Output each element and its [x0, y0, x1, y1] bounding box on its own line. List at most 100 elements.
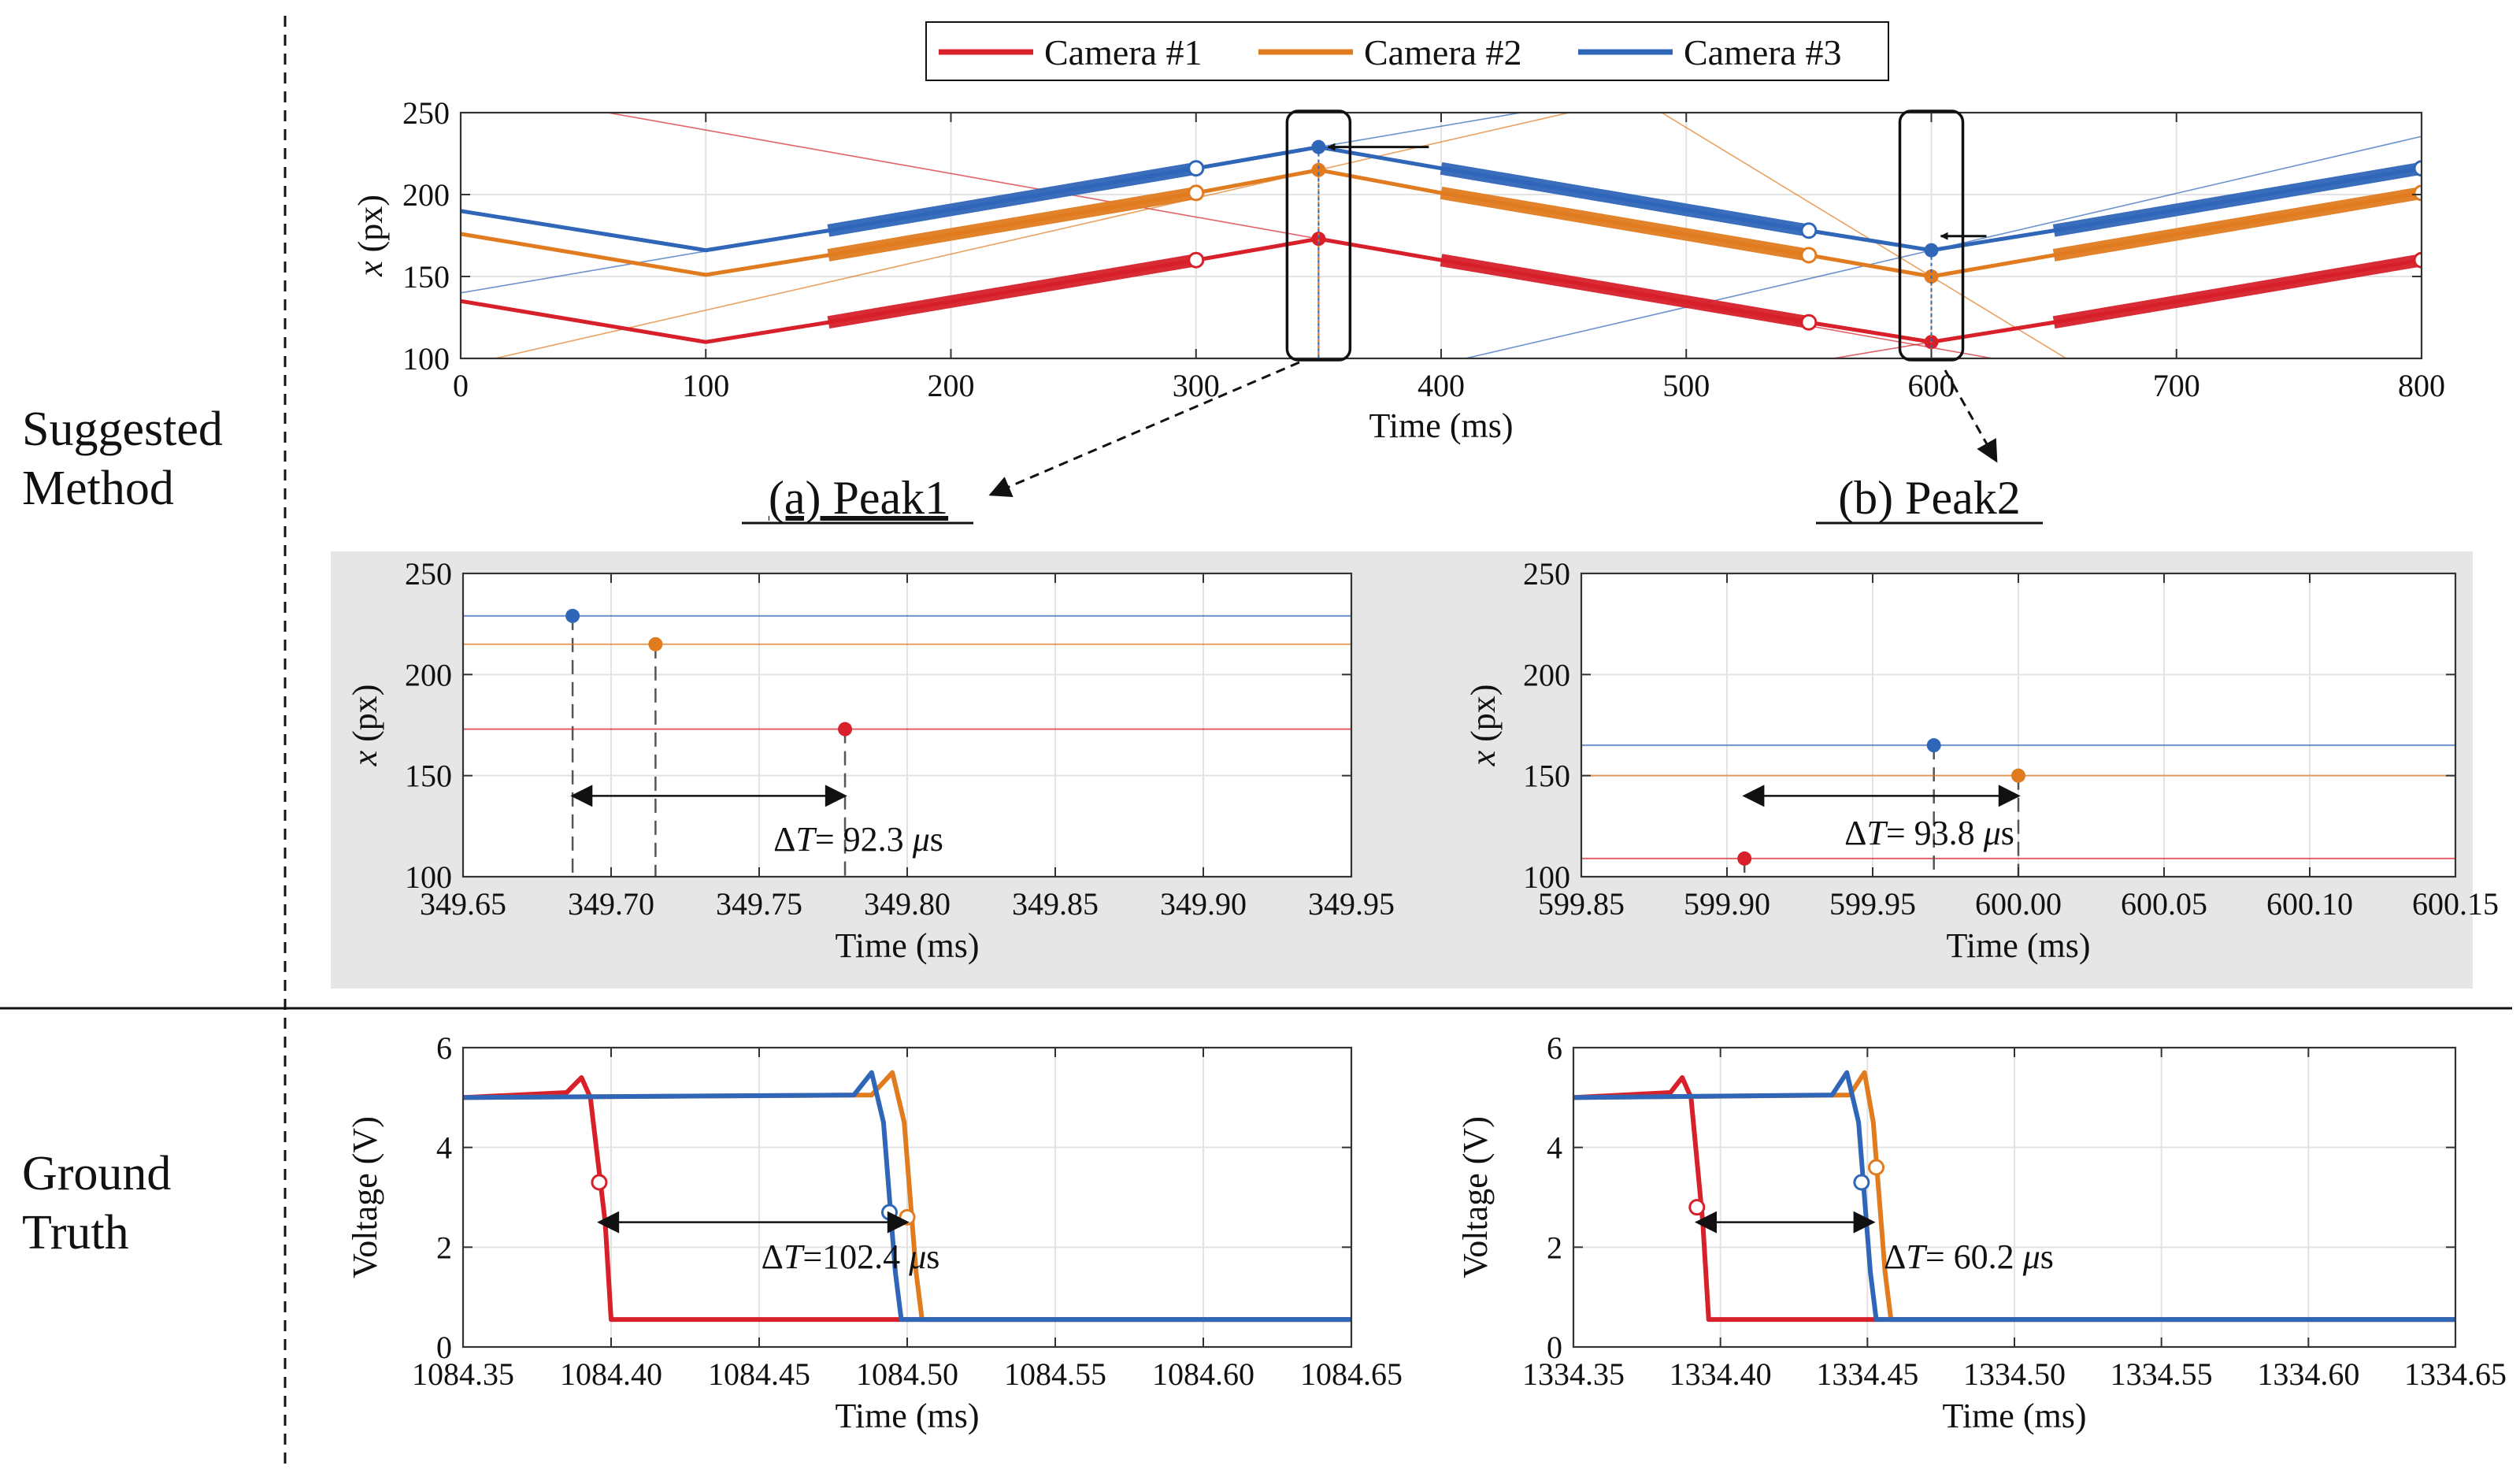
truth1-delta-label-part: Δ [762, 1237, 784, 1276]
truth2-delta-label-part: s [2040, 1237, 2054, 1276]
truth2-delta-label-part: Δ [1884, 1237, 1906, 1276]
top-peak-marker [1311, 139, 1326, 154]
top-fit-line [1462, 135, 2422, 358]
top-frame: 0 100 200 300 400 500 600 700 800100150200250Tim… [351, 95, 2445, 445]
truth1-ytick-label: 4 [436, 1130, 452, 1166]
top-peak-marker [1311, 162, 1326, 177]
legend-label-camera2: Camera #2 [1364, 32, 1522, 72]
peak1-xlabel: Time (ms) [836, 926, 980, 965]
truth2-ytick-label: 2 [1547, 1230, 1562, 1265]
truth2-open-marker [1853, 1174, 1870, 1191]
top-open-marker [2413, 160, 2422, 177]
peak2-delta-label-part: μ [1983, 814, 2001, 852]
peak1-point [648, 636, 663, 651]
top-series-thick-camera3 [827, 161, 1198, 237]
peak1-delta-label-part: = 92.3 [815, 820, 913, 859]
peak2-xlabel: Time (ms) [1947, 926, 2091, 965]
peak1-delta-label-part: s [930, 820, 943, 859]
peak1-xtick-label: 349.70 [568, 886, 654, 922]
top-xtick-label: 700 [2153, 368, 2200, 403]
peak2-ytick-label: 100 [1523, 859, 1570, 895]
top-open-marker [1188, 184, 1205, 202]
truth1-ytick-label: 6 [436, 1030, 452, 1066]
peak2-ylabel-var: x [1464, 750, 1503, 766]
peak1-title: (a) Peak1 [769, 472, 948, 524]
peak1-frame: 349.65 349.70 349.75 349.80 349.85 349.90 349.… [346, 556, 1395, 965]
peak2-point [2011, 768, 2025, 783]
peak2-ytick-label: 200 [1523, 657, 1570, 692]
peak1-content: ΔT= 92.3 μs [463, 608, 1351, 877]
peak2-xtick-label: 600.15 [2412, 886, 2499, 922]
top-xtick-label: 800 [2398, 368, 2445, 403]
peak1-ytick-label: 150 [405, 759, 452, 794]
truth1-xtick-label: 1084.65 [1300, 1356, 1403, 1392]
truth1-xtick-label: 1084.45 [708, 1356, 810, 1392]
truth2-content: ΔT= 60.2 μs [1573, 1070, 2455, 1323]
side-label-truth-1: Ground [22, 1147, 171, 1200]
truth1-delta-label-part: =102.4 [802, 1237, 909, 1276]
truth1-ytick-label: 0 [436, 1330, 452, 1365]
peak1-ylabel-unit: (px) [346, 685, 384, 751]
peak1-xtick-label: 349.80 [864, 886, 951, 922]
peak2-delta-label-part: Δ [1844, 814, 1866, 852]
truth2-open-marker [1688, 1199, 1706, 1216]
top-series-thick-camera2 [2052, 187, 2422, 262]
peak1-ylabel: x (px) [346, 685, 384, 767]
top-series-thick-camera1 [827, 254, 1198, 329]
truth1-open-marker [880, 1204, 898, 1221]
top-ylabel-unit: (px) [351, 195, 390, 261]
peak2-ylabel-unit: (px) [1464, 685, 1503, 751]
truth1-ylabel: Voltage (V) [346, 1116, 384, 1278]
top-peak-marker [1924, 243, 1939, 258]
peak2-xtick-label: 600.10 [2266, 886, 2353, 922]
truth1-xtick-label: 1084.55 [1004, 1356, 1106, 1392]
peak2-ytick-label: 150 [1523, 759, 1570, 794]
top-open-marker [1800, 314, 1818, 331]
legend-label-camera1: Camera #1 [1044, 32, 1203, 72]
truth1-axes [462, 1047, 1352, 1348]
top-ytick-label: 150 [402, 259, 450, 295]
truth1-xlabel: Time (ms) [836, 1397, 980, 1435]
top-axes [460, 112, 2422, 359]
truth1-ytick-label: 2 [436, 1230, 452, 1265]
peak1-delta-label-part: Δ [773, 820, 795, 859]
peak2-xtick-label: 600.05 [2121, 886, 2207, 922]
top-xtick-label: 600 [1908, 368, 1955, 403]
truth1-xtick-label: 1084.60 [1152, 1356, 1254, 1392]
peak2-xtick-label: 599.85 [1538, 886, 1625, 922]
truth2-delta-label-part: T [1906, 1237, 1928, 1276]
top-open-marker [2413, 251, 2422, 269]
peak1-ylabel-var: x [346, 750, 384, 766]
side-label-suggested-2: Method [22, 462, 174, 515]
peak1-point [565, 608, 580, 623]
peak2-ytick-label: 250 [1523, 556, 1570, 592]
top-ytick-label: 250 [402, 95, 450, 131]
peak2-xtick-label: 599.95 [1829, 886, 1916, 922]
top-plot-content [461, 113, 2422, 358]
top-series-thick-camera3 [2052, 161, 2422, 237]
peak1-xtick-label: 349.90 [1160, 886, 1247, 922]
peak2-frame: 599.85 599.90 599.95 600.00 600.05 600.10 600.… [1464, 556, 2499, 965]
truth2-xlabel: Time (ms) [1943, 1397, 2087, 1435]
peak1-point [838, 722, 853, 736]
truth2-delta-label-part: μ [2022, 1237, 2040, 1276]
peak2-content: ΔT= 93.8 μs [1581, 738, 2455, 877]
truth2-xtick-label: 1334.60 [2257, 1356, 2359, 1392]
truth1-delta-label-part: T [784, 1237, 806, 1276]
peak2-ylabel: x (px) [1464, 685, 1503, 767]
truth2-delta-label-part: = 60.2 [1925, 1237, 2023, 1276]
peak1-xtick-label: 349.75 [716, 886, 802, 922]
peak1-ytick-label: 250 [405, 556, 452, 592]
top-open-marker [1800, 247, 1818, 264]
top-series-thick-camera1 [2052, 254, 2422, 329]
peak2-point [1737, 851, 1752, 866]
truth2-ytick-label: 6 [1547, 1030, 1562, 1066]
truth2-xtick-label: 1334.50 [1963, 1356, 2066, 1392]
peak2-xtick-label: 599.90 [1684, 886, 1770, 922]
truth2-delta-label: ΔT= 60.2 μs [1884, 1237, 2054, 1276]
top-series-camera3 [461, 145, 2422, 253]
top-xlabel: Time (ms) [1369, 406, 1514, 445]
peak1-axes [462, 573, 1352, 877]
truth1-trace-camera3 [462, 1070, 1351, 1323]
truth2-ytick-label: 4 [1547, 1130, 1562, 1166]
